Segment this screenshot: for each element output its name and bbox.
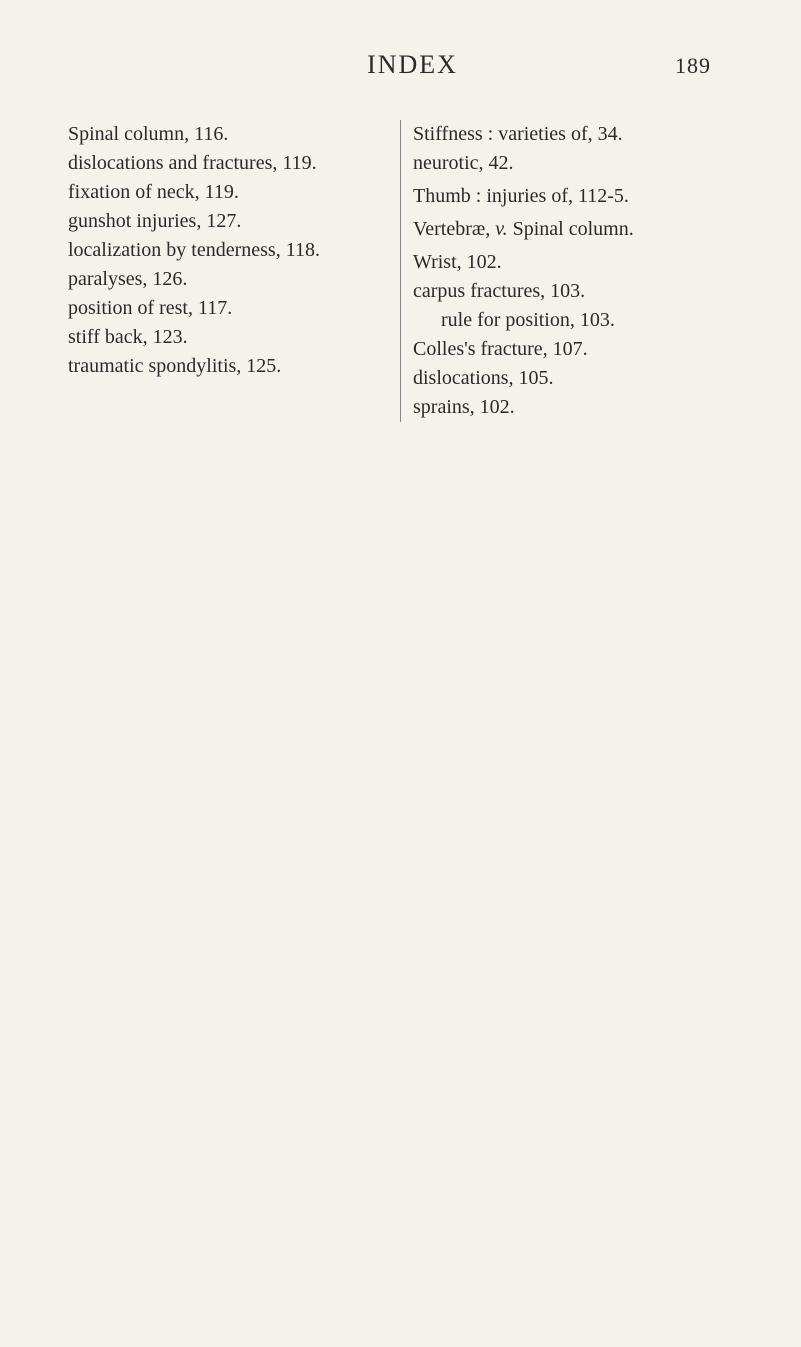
index-entry: gunshot injuries, 127. <box>68 207 388 236</box>
left-column: Spinal column, 116.dislocations and frac… <box>60 120 401 422</box>
index-entry: localization by tenderness, 118. <box>68 236 388 265</box>
entry-text-part: v. <box>495 218 507 240</box>
index-entry: Spinal column, 116. <box>68 120 388 149</box>
index-entry: rule for position, 103. <box>413 306 733 335</box>
page-header: INDEX 189 <box>60 50 741 80</box>
index-entry: position of rest, 117. <box>68 294 388 323</box>
index-entry: sprains, 102. <box>413 393 733 422</box>
index-entry: Thumb : injuries of, 112-5. <box>413 182 733 211</box>
index-entry: Wrist, 102. <box>413 248 733 277</box>
index-entry: Colles's fracture, 107. <box>413 335 733 364</box>
page-title: INDEX <box>150 50 675 80</box>
index-entry: Vertebræ, v. Spinal column. <box>413 215 733 244</box>
index-content: Spinal column, 116.dislocations and frac… <box>60 120 741 422</box>
entry-text-part: Vertebræ, <box>413 218 495 240</box>
index-entry: traumatic spondylitis, 125. <box>68 352 388 381</box>
index-entry: dislocations, 105. <box>413 364 733 393</box>
page-number: 189 <box>675 53 711 79</box>
right-column: Stiffness : varieties of, 34.neurotic, 4… <box>401 120 741 422</box>
index-entry: stiff back, 123. <box>68 323 388 352</box>
index-entry: dislocations and fractures, 119. <box>68 149 388 178</box>
index-entry: Stiffness : varieties of, 34. <box>413 120 733 149</box>
entry-text-part: Spinal column. <box>508 218 634 240</box>
index-entry: carpus fractures, 103. <box>413 277 733 306</box>
index-entry: neurotic, 42. <box>413 149 733 178</box>
index-entry: paralyses, 126. <box>68 265 388 294</box>
index-entry: fixation of neck, 119. <box>68 178 388 207</box>
